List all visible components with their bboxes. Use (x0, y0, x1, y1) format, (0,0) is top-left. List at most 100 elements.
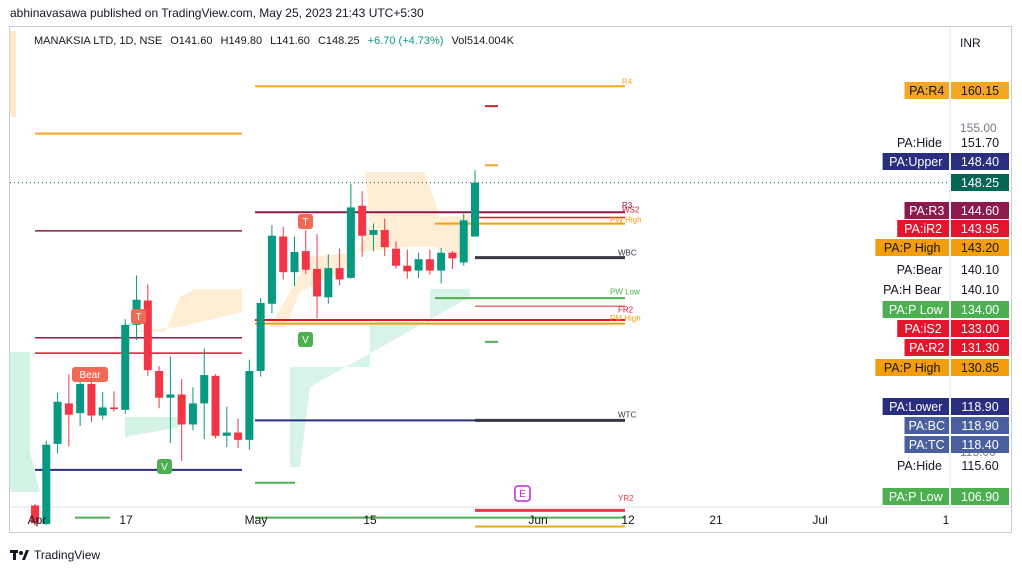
price-label-value-bg (951, 281, 1009, 298)
x-tick-3: 15 (363, 513, 377, 527)
price-label-value: 118.90 (961, 400, 998, 414)
zone-left-orange (10, 31, 16, 117)
price-label-name: PA:Upper (889, 155, 942, 169)
candle-body (42, 444, 51, 525)
brand-name: TradingView (34, 548, 101, 562)
price-label-value: 160.15 (961, 84, 999, 98)
x-tick-6: 21 (709, 513, 723, 527)
price-label-value: 118.40 (961, 438, 998, 452)
marker-t-may-box (298, 214, 313, 229)
candle-25 (301, 230, 310, 274)
marker-e: E (514, 485, 531, 502)
price-label-value-bg (951, 339, 1009, 356)
grid (10, 27, 1011, 508)
candle-body (425, 259, 434, 271)
price-label-value-bg (951, 398, 1009, 415)
price-label-16: 115.60 PA:Hide (889, 457, 1009, 474)
candle-body (279, 236, 288, 273)
candle-body (234, 432, 243, 440)
candle-23 (279, 226, 288, 280)
candle-9 (121, 319, 130, 414)
candles[interactable] (31, 170, 479, 526)
price-label-value-bg (951, 261, 1009, 278)
candle-40 (471, 170, 479, 237)
price-label-15: 118.40 PA:TC (904, 436, 1009, 453)
candle-16 (200, 348, 209, 440)
marker-bear-text: Bear (79, 370, 101, 381)
candle-7 (98, 392, 107, 420)
candle-body (200, 375, 209, 404)
candle-36 (425, 249, 434, 275)
x-tick-1: 17 (119, 513, 133, 527)
price-label-value: 106.90 (961, 490, 999, 504)
price-label-9: 134.00 PA:P Low (882, 301, 1009, 318)
candle-body (403, 265, 412, 272)
zone-april-green (125, 417, 180, 437)
candle-body (64, 403, 73, 415)
level-label-6: FR2 (618, 305, 634, 314)
price-label-17: 106.90 PA:P Low (882, 488, 1009, 505)
price-label-name-bg (904, 417, 949, 434)
symbol-legend: MANAKSIA LTD, 1D, NSE O141.60 H149.80 L1… (34, 35, 519, 47)
level-label-0: R4 (622, 77, 633, 86)
candle-4 (64, 374, 73, 447)
price-label-name-bg (904, 339, 949, 356)
candle-body (121, 324, 130, 410)
marker-v-may-box (298, 332, 313, 347)
candle-body (346, 207, 355, 278)
candle-body (267, 235, 276, 304)
price-label-12: 130.85 PA:P High (875, 359, 1009, 376)
level-label-4: WBC (618, 249, 637, 258)
candle-34 (403, 249, 412, 279)
candle-body (301, 251, 310, 270)
price-label-name-bg (875, 281, 949, 298)
price-label-name: PA:P High (884, 241, 941, 255)
price-label-value: 143.95 (961, 222, 999, 236)
price-label-name: PA:BC (908, 419, 945, 433)
candle-33 (392, 241, 401, 269)
candle-body (87, 383, 96, 416)
candle-body (222, 432, 231, 436)
legend-change: +6.70 (+4.73%) (367, 35, 444, 47)
price-label-5: 143.95 PA:iR2 (897, 220, 1009, 237)
zone-april-orange (125, 289, 242, 332)
chart-frame[interactable]: R4 R3 WS2 PW High WBC PW Low FR2 PM High WTC YR2 E… (9, 26, 1012, 533)
candle-15 (188, 387, 197, 431)
legend-close: C148.25 (317, 35, 360, 47)
price-label-value-bg (951, 134, 1009, 151)
price-label-11: 131.30 PA:R2 (904, 339, 1009, 356)
x-tick-4: Jun (528, 513, 547, 527)
marker-v-apr-box (157, 459, 172, 474)
price-label-value-bg (951, 320, 1009, 337)
price-label-name: PA:R2 (909, 341, 944, 355)
price-label-value: 140.10 (961, 263, 999, 277)
candle-35 (414, 252, 423, 278)
price-label-name: PA:H Bear (883, 283, 941, 297)
price-label-value-bg (951, 153, 1009, 170)
price-label-2: 148.40 PA:Upper (882, 153, 1009, 170)
candle-22 (267, 225, 276, 314)
candle-body (98, 407, 107, 416)
price-label-0: 160.15 PA:R4 (904, 82, 1009, 99)
price-label-3: 148.25 (951, 174, 1009, 191)
candle-30 (358, 191, 367, 257)
candle-body (459, 220, 468, 263)
candle-2 (42, 440, 51, 525)
price-label-name-bg (897, 320, 949, 337)
price-label-name-bg (904, 436, 949, 453)
price-label-value-bg (951, 417, 1009, 434)
price-label-value: 140.10 (961, 283, 999, 297)
price-label-value: 148.40 (961, 155, 999, 169)
candle-body (471, 182, 479, 237)
price-label-name-bg (882, 398, 949, 415)
candle-body (155, 371, 164, 398)
candle-body (358, 205, 367, 236)
candle-body (211, 375, 220, 436)
tradingview-brand[interactable]: TradingView (10, 548, 100, 562)
candle-26 (313, 234, 322, 319)
marker-bear: Bear (72, 367, 108, 382)
legend-volume: Vol514.004K (451, 35, 514, 47)
legend-symbol: MANAKSIA LTD, 1D, NSE (34, 35, 163, 47)
candle-body (335, 268, 344, 280)
